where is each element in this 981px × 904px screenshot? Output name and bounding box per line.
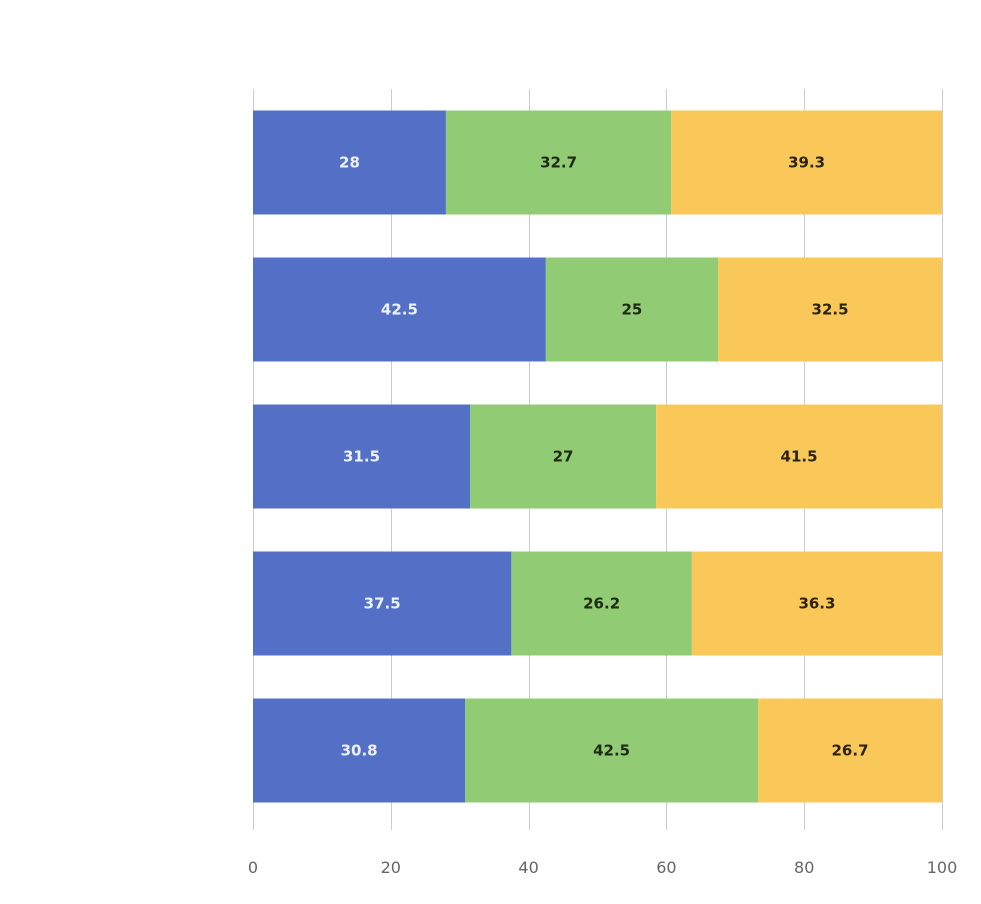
data-label-row5-series1: 30.8 — [341, 742, 378, 760]
bar-segment-row4-series1 — [253, 551, 512, 656]
x-tick-label-100: 100 — [927, 858, 958, 877]
bar-segment-row3-series3 — [656, 404, 942, 509]
data-label-row2-series3: 32.5 — [812, 301, 849, 319]
bar-segment-row1-series1 — [253, 110, 446, 215]
bar-segments — [253, 110, 942, 803]
data-label-row5-series3: 26.7 — [832, 742, 869, 760]
bar-segment-row2-series1 — [253, 257, 546, 362]
data-label-row3-series2: 27 — [553, 448, 574, 466]
bar-segment-row1-series3 — [671, 110, 942, 215]
data-label-row1-series1: 28 — [339, 154, 360, 172]
data-label-row1-series3: 39.3 — [788, 154, 825, 172]
x-tick-label-80: 80 — [794, 858, 814, 877]
x-tick-label-60: 60 — [656, 858, 676, 877]
data-label-row4-series1: 37.5 — [364, 595, 401, 613]
bar-segment-row3-series1 — [253, 404, 471, 509]
data-label-row3-series3: 41.5 — [781, 448, 818, 466]
data-label-row2-series1: 42.5 — [381, 301, 418, 319]
data-label-row4-series2: 26.2 — [583, 595, 620, 613]
x-tick-label-0: 0 — [248, 858, 258, 877]
x-tick-label-40: 40 — [518, 858, 538, 877]
bar-segment-row3-series2 — [470, 404, 657, 509]
bar-segment-row2-series2 — [545, 257, 719, 362]
data-label-row3-series1: 31.5 — [343, 448, 380, 466]
bar-segment-row1-series2 — [445, 110, 672, 215]
bar-segment-row5-series1 — [253, 698, 466, 803]
bar-segment-row5-series2 — [465, 698, 759, 803]
data-labels: 28 32.7 39.3 42.5 25 32.5 31.5 27 41.5 37.5 26.2 36… — [339, 154, 869, 760]
x-tick-label-20: 20 — [381, 858, 401, 877]
data-label-row5-series2: 42.5 — [593, 742, 630, 760]
bar-segment-row5-series3 — [758, 698, 942, 803]
bar-segment-row2-series3 — [718, 257, 942, 362]
bar-segment-row4-series2 — [511, 551, 692, 656]
data-label-row4-series3: 36.3 — [798, 595, 835, 613]
bar-segment-row4-series3 — [691, 551, 942, 656]
data-label-row2-series2: 25 — [622, 301, 643, 319]
data-label-row1-series2: 32.7 — [540, 154, 577, 172]
x-axis: 0 20 40 60 80 100 — [248, 858, 957, 877]
